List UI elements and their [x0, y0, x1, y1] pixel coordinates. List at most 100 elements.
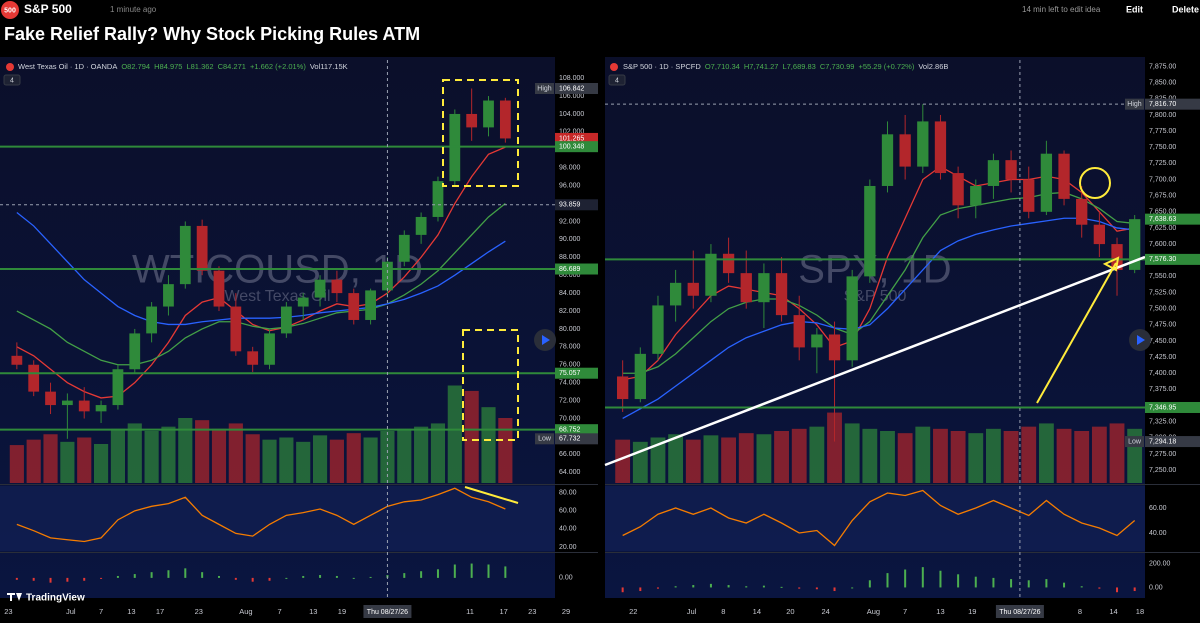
histogram-bar: [201, 572, 204, 578]
volume-bar: [703, 435, 719, 483]
y-tick-label: 74.000: [559, 380, 581, 387]
price-tag: Low: [1128, 438, 1142, 445]
volume-bar: [245, 434, 260, 483]
histogram-bar: [15, 577, 18, 580]
histogram-bar: [133, 574, 136, 578]
histogram-bar: [957, 574, 960, 588]
indicator-toggle[interactable]: [3, 74, 21, 86]
x-tick-label: 24: [822, 607, 830, 616]
brand-logo: [7, 593, 22, 601]
candle-body: [95, 405, 107, 412]
y-tick-label: 64.000: [559, 469, 581, 476]
legend-item: Vol2.86B: [918, 62, 948, 71]
volume-bar: [827, 412, 842, 483]
histogram-bar: [992, 577, 995, 588]
y-tick-label: 92.000: [559, 218, 581, 225]
volume-bar: [26, 439, 41, 483]
axis-labels: 23 Jul 7 13 17 23 Aug 7 13 19 11 17 23 29 Thu 08/27/26…: [4, 82, 1200, 618]
volume-bar: [1038, 423, 1054, 483]
histogram-bar: [234, 577, 237, 580]
histogram-bar: [1133, 587, 1136, 592]
candle-body: [61, 400, 73, 406]
timestamp: 1 minute ago: [110, 5, 157, 14]
price-tag: High: [537, 85, 552, 92]
histogram-bar: [319, 575, 322, 578]
price-label: 100.348: [559, 144, 584, 151]
y-tick-label: 7,525.00: [1149, 289, 1176, 296]
volume-bar: [1091, 426, 1107, 483]
crosshair-label-box: [363, 605, 412, 618]
histogram-bar: [66, 577, 69, 582]
candle-body: [634, 353, 646, 400]
candle-body: [163, 284, 174, 307]
y-tick-label: 76.000: [559, 362, 581, 369]
x-tick-label: 18: [1136, 607, 1144, 616]
histogram-bar: [268, 577, 271, 581]
histogram-bar: [487, 564, 490, 578]
y-tick-label: 7,725.00: [1149, 160, 1176, 167]
volume-bar: [721, 437, 737, 483]
y-tick-label: 78.000: [559, 344, 581, 351]
histogram-bar: [709, 583, 712, 588]
volume-bar: [844, 423, 860, 483]
volume-bar: [312, 435, 328, 483]
candle-body: [331, 279, 343, 294]
price-label-box: [555, 199, 598, 211]
price-tag-box: [535, 82, 554, 94]
histogram-bar: [639, 587, 642, 592]
trendline: [604, 255, 1146, 467]
candle-body: [987, 160, 1000, 186]
candle-body: [1040, 153, 1053, 212]
histogram-bar: [886, 573, 889, 588]
x-tick-label: 17: [156, 607, 164, 616]
volume-bar: [262, 439, 277, 483]
candle-body: [297, 297, 309, 307]
play-icon: [542, 335, 550, 345]
candle-body: [722, 253, 735, 274]
price-label: 101.265: [559, 135, 584, 142]
candle-body: [415, 216, 427, 235]
arrow: [1036, 262, 1117, 404]
histogram-tick-label: 200.00: [1149, 560, 1171, 567]
legend-item: C7,730.99: [820, 62, 855, 71]
volume-bar: [615, 439, 631, 483]
volume-bar: [685, 439, 701, 483]
candle-body: [146, 306, 157, 334]
candle-body: [970, 185, 982, 206]
candle-body: [740, 273, 752, 303]
symbol[interactable]: S&P 500: [24, 2, 72, 16]
volume-bar: [897, 433, 913, 483]
histogram-bar: [851, 587, 854, 589]
volume-bar: [110, 428, 125, 483]
price-label-box: [555, 132, 598, 144]
x-tick-label: 23: [4, 607, 12, 616]
price-label: 67.732: [559, 436, 581, 443]
indicator-toggle[interactable]: [608, 74, 626, 86]
volume-bar: [195, 420, 210, 483]
candle-body: [264, 333, 275, 365]
histogram-bar: [833, 587, 836, 592]
volume-bar: [738, 433, 754, 483]
price-label-box: [555, 367, 598, 379]
arrow-head: [1102, 256, 1120, 272]
y-tick-label: 7,450.00: [1149, 338, 1176, 345]
histogram-bar: [83, 577, 86, 581]
x-tick-label: 13: [936, 607, 944, 616]
rsi-line: [16, 487, 506, 543]
edit-button[interactable]: Edit: [1126, 4, 1143, 14]
crosshair-label: Thu 08/27/26: [999, 609, 1040, 616]
histogram-bar: [167, 570, 170, 578]
legend-item: C84.271: [218, 62, 246, 71]
y-tick-label: 7,375.00: [1149, 386, 1176, 393]
candle-body: [432, 181, 444, 217]
volume-bar: [481, 407, 496, 483]
y-tick-label: 80.000: [559, 326, 581, 333]
volume-bar: [93, 444, 109, 483]
price-tag-box: [535, 433, 554, 445]
candle-body: [280, 306, 292, 334]
y-tick-label: 72.000: [559, 397, 581, 404]
delete-button[interactable]: Delete: [1172, 4, 1199, 14]
legend-item: L7,689.83: [782, 62, 815, 71]
legend-item: +1.662 (+2.01%): [250, 62, 306, 71]
